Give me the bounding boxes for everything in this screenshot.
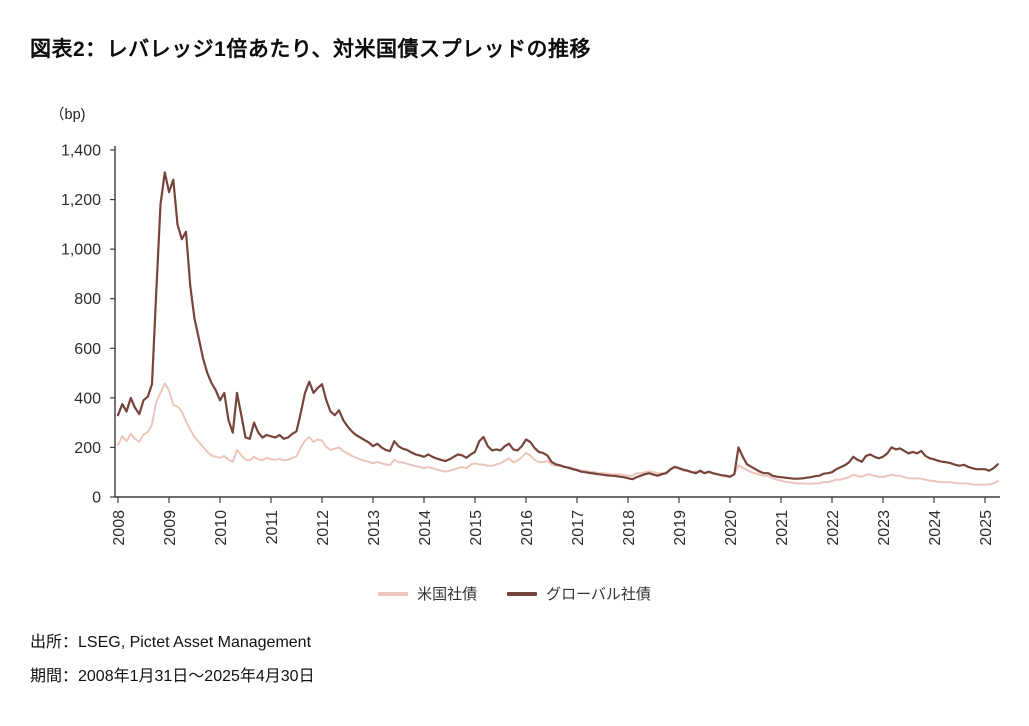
global-bonds-line-swatch: [507, 591, 538, 596]
global-bonds-legend-label: グローバル社債: [546, 586, 651, 603]
y-tick-label: 600: [74, 341, 101, 358]
x-tick-label: 2018: [621, 510, 638, 546]
y-tick-label: 200: [74, 440, 101, 457]
spread-line-chart: 0 200 400 600 800 1,000 1,200 1,400 2008 2009 2010…: [61, 143, 1000, 546]
x-tick-label: 2009: [162, 510, 179, 546]
x-tick-label: 2011: [264, 510, 281, 545]
chart-legend: 米国社債 グローバル社債: [0, 583, 1029, 604]
x-tick-label: 2021: [774, 510, 791, 546]
chart-title: 図表2：レバレッジ1倍あたり、対米国債スプレッドの推移: [30, 38, 592, 61]
legend-item-global-bonds: グローバル社債: [507, 583, 651, 604]
x-tick-label: 2022: [825, 510, 842, 546]
legend-item-us-bonds: 米国社債: [378, 583, 477, 604]
x-tick-label: 2023: [876, 510, 893, 546]
x-tick-label: 2010: [213, 510, 230, 546]
global-bonds-series-line: [116, 171, 999, 481]
y-tick-label: 1,400: [61, 143, 101, 160]
x-tick-label: 2014: [417, 510, 434, 546]
x-tick-label: 2017: [570, 510, 587, 546]
x-tick-label: 2019: [672, 510, 689, 546]
x-tick-label: 2024: [927, 510, 944, 546]
y-tick-label: 1,000: [61, 242, 101, 259]
period-note: 期間：2008年1月31日～2025年4月30日: [30, 668, 315, 685]
x-tick-label: 2013: [366, 510, 383, 546]
x-tick-label: 2012: [315, 510, 332, 546]
x-tick-label: 2015: [468, 510, 485, 546]
y-axis-unit-label: （bp): [50, 107, 86, 123]
y-tick-label: 400: [74, 390, 101, 407]
x-tick-label: 2008: [111, 510, 128, 546]
y-tick-label: 1,200: [61, 192, 101, 209]
x-tick-label: 2016: [519, 510, 536, 546]
us-bonds-line-swatch: [378, 591, 409, 596]
x-tick-label: 2025: [978, 510, 995, 546]
us-bonds-legend-label: 米国社債: [417, 586, 478, 603]
x-tick-label: 2020: [723, 510, 740, 546]
y-tick-label: 800: [74, 291, 101, 308]
y-tick-label: 0: [92, 490, 101, 507]
source-note: 出所：LSEG, Pictet Asset Management: [30, 634, 312, 651]
